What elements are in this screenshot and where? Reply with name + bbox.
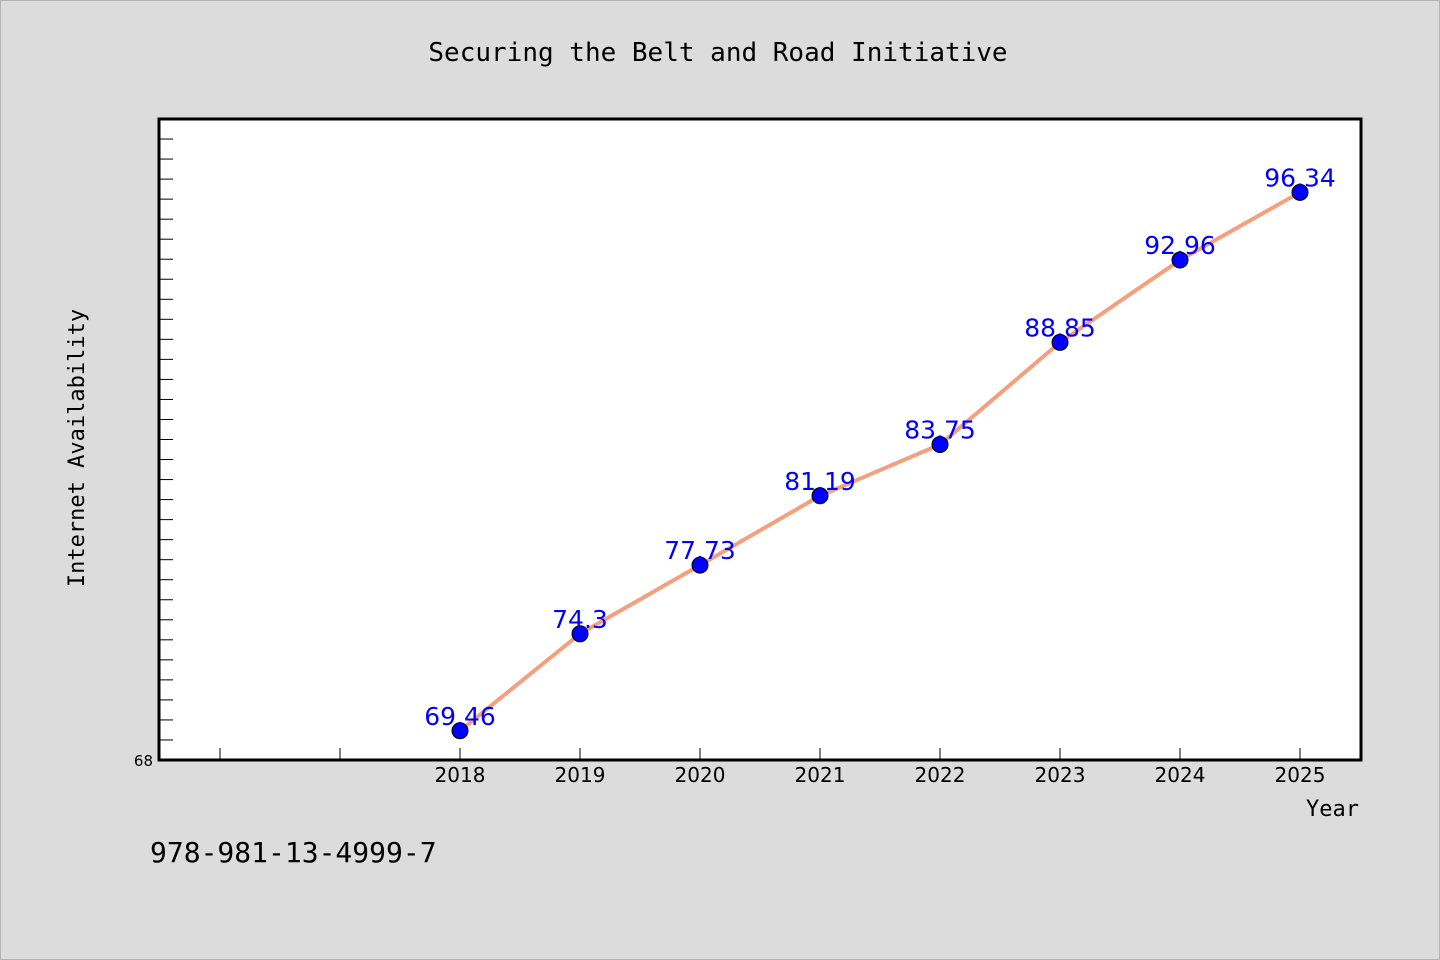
y-axis-label: Internet Availability: [65, 309, 90, 587]
x-tick-label: 2020: [675, 763, 726, 787]
y-tick-label: 68: [134, 752, 153, 770]
data-point: [691, 556, 709, 574]
data-point: [931, 436, 949, 454]
isbn-text: 978-981-13-4999-7: [150, 836, 437, 869]
x-tick-label: 2024: [1155, 763, 1206, 787]
x-tick-labels: 2018 2019 2020 2021 2022 2023 2024 2025: [435, 763, 1326, 787]
x-tick-label: 2019: [555, 763, 606, 787]
data-label: 74.3: [552, 605, 608, 634]
data-label: 69.46: [424, 702, 496, 731]
x-tick-label: 2022: [915, 763, 966, 787]
x-tick-label: 2023: [1035, 763, 1086, 787]
data-point: [811, 487, 829, 505]
x-axis-label: Year: [1306, 797, 1359, 822]
data-point: [1291, 183, 1309, 201]
data-label: 83.75: [904, 416, 976, 445]
plot-area: [157, 117, 1363, 762]
x-axis-ticks: [219, 748, 1301, 760]
data-point: [571, 625, 589, 643]
data-label: 81.19: [784, 467, 856, 496]
data-point: [451, 722, 469, 740]
data-label: 77.73: [664, 536, 736, 565]
data-label: 96.34: [1264, 163, 1336, 192]
data-point: [1051, 333, 1069, 351]
series-line: [458, 190, 1302, 733]
data-point: [1171, 251, 1189, 269]
data-label: 88.85: [1024, 313, 1096, 342]
data-labels: 69.46 74.3 77.73 81.19 83.75 88.85 92.96 96.34: [424, 163, 1336, 730]
chart-title: Securing the Belt and Road Initiative: [428, 38, 1007, 68]
series-markers: [451, 183, 1309, 740]
data-label: 92.96: [1144, 231, 1216, 260]
x-tick-label: 2018: [435, 763, 486, 787]
y-axis-ticks: [159, 118, 173, 761]
x-tick-label: 2025: [1275, 763, 1326, 787]
x-tick-label: 2021: [795, 763, 846, 787]
